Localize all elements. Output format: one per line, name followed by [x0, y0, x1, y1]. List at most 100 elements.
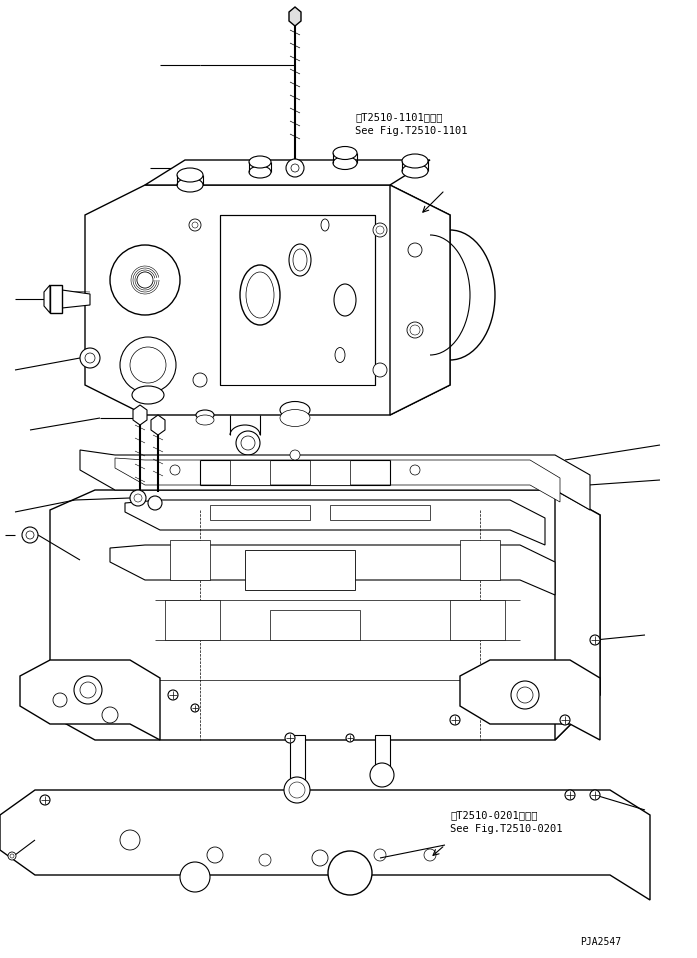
- Circle shape: [289, 782, 305, 798]
- Circle shape: [189, 219, 201, 231]
- Polygon shape: [125, 500, 545, 545]
- Polygon shape: [85, 185, 450, 415]
- Polygon shape: [220, 215, 375, 385]
- Circle shape: [53, 693, 67, 707]
- Polygon shape: [50, 285, 62, 313]
- Circle shape: [193, 373, 207, 387]
- Circle shape: [312, 850, 328, 866]
- Circle shape: [560, 715, 570, 725]
- Polygon shape: [390, 185, 450, 415]
- Ellipse shape: [321, 219, 329, 231]
- Text: 第T2510-0201図参照: 第T2510-0201図参照: [450, 810, 537, 820]
- Polygon shape: [245, 550, 355, 590]
- Circle shape: [168, 690, 178, 700]
- Ellipse shape: [177, 168, 203, 182]
- Ellipse shape: [249, 166, 271, 178]
- Circle shape: [373, 223, 387, 237]
- Circle shape: [284, 777, 310, 803]
- Circle shape: [102, 707, 118, 723]
- Circle shape: [137, 272, 153, 288]
- Ellipse shape: [196, 410, 214, 420]
- Circle shape: [40, 795, 50, 805]
- Circle shape: [376, 226, 384, 234]
- Circle shape: [74, 676, 102, 704]
- Circle shape: [259, 854, 271, 866]
- Ellipse shape: [196, 415, 214, 425]
- Ellipse shape: [246, 272, 274, 318]
- Circle shape: [26, 531, 34, 539]
- Polygon shape: [460, 540, 500, 580]
- Polygon shape: [145, 160, 430, 185]
- Polygon shape: [0, 790, 650, 900]
- Circle shape: [511, 681, 539, 709]
- Ellipse shape: [177, 178, 203, 192]
- Circle shape: [236, 431, 260, 455]
- Circle shape: [590, 635, 600, 645]
- Circle shape: [110, 245, 180, 315]
- Ellipse shape: [333, 156, 357, 170]
- Ellipse shape: [240, 265, 280, 325]
- Ellipse shape: [402, 154, 428, 168]
- Circle shape: [120, 337, 176, 393]
- Polygon shape: [310, 460, 350, 485]
- Circle shape: [130, 490, 146, 506]
- Text: PJA2547: PJA2547: [580, 937, 621, 947]
- Circle shape: [450, 715, 460, 725]
- Circle shape: [290, 450, 300, 460]
- Polygon shape: [170, 540, 210, 580]
- Polygon shape: [555, 490, 600, 740]
- Circle shape: [291, 164, 299, 172]
- Circle shape: [410, 465, 420, 475]
- Circle shape: [424, 849, 436, 861]
- Ellipse shape: [293, 249, 307, 271]
- Polygon shape: [210, 505, 310, 520]
- Polygon shape: [289, 7, 301, 26]
- Ellipse shape: [335, 348, 345, 362]
- Circle shape: [565, 790, 575, 800]
- Circle shape: [148, 496, 162, 510]
- Polygon shape: [50, 490, 600, 740]
- Circle shape: [80, 682, 96, 698]
- Polygon shape: [290, 735, 305, 790]
- Circle shape: [10, 854, 14, 858]
- Polygon shape: [375, 735, 390, 775]
- Ellipse shape: [249, 156, 271, 168]
- Circle shape: [22, 527, 38, 543]
- Ellipse shape: [334, 284, 356, 316]
- Circle shape: [370, 763, 394, 787]
- Text: 第T2510-1101図参照: 第T2510-1101図参照: [355, 112, 443, 122]
- Circle shape: [590, 790, 600, 800]
- Polygon shape: [165, 600, 220, 640]
- Text: See Fig.T2510-1101: See Fig.T2510-1101: [355, 126, 468, 136]
- Circle shape: [207, 847, 223, 863]
- Polygon shape: [133, 405, 147, 425]
- Ellipse shape: [402, 164, 428, 178]
- Circle shape: [134, 494, 142, 502]
- Circle shape: [517, 687, 533, 703]
- Polygon shape: [460, 660, 600, 740]
- Circle shape: [120, 830, 140, 850]
- Text: See Fig.T2510-0201: See Fig.T2510-0201: [450, 824, 562, 834]
- Polygon shape: [62, 290, 90, 308]
- Circle shape: [80, 348, 100, 368]
- Circle shape: [191, 704, 199, 712]
- Polygon shape: [330, 505, 430, 520]
- Circle shape: [170, 465, 180, 475]
- Circle shape: [241, 436, 255, 450]
- Circle shape: [328, 851, 372, 895]
- Circle shape: [373, 363, 387, 377]
- Circle shape: [285, 733, 295, 743]
- Circle shape: [407, 322, 423, 338]
- Ellipse shape: [280, 409, 310, 426]
- Circle shape: [192, 222, 198, 228]
- Polygon shape: [20, 660, 160, 740]
- Ellipse shape: [333, 147, 357, 159]
- Circle shape: [374, 849, 386, 861]
- Polygon shape: [230, 460, 270, 485]
- Ellipse shape: [132, 386, 164, 404]
- Circle shape: [8, 852, 16, 860]
- Circle shape: [410, 325, 420, 335]
- Polygon shape: [80, 450, 590, 510]
- Polygon shape: [450, 600, 505, 640]
- Circle shape: [85, 353, 95, 363]
